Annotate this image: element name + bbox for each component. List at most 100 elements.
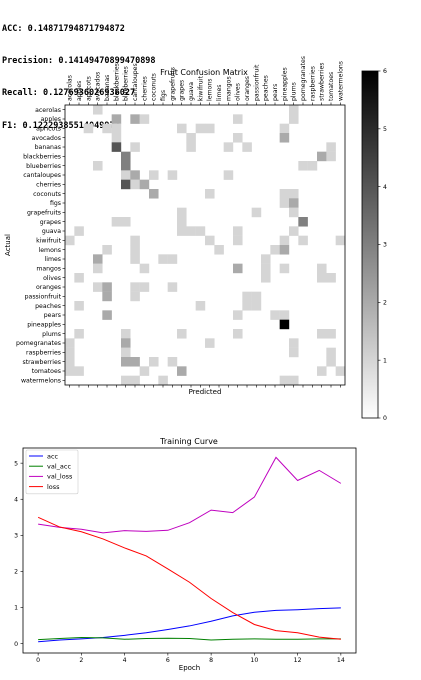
- colorbar-tick-label-2: 2: [383, 300, 387, 307]
- training-curve-frame: [22, 447, 357, 654]
- metric-acc-label: ACC:: [2, 23, 23, 34]
- cm-y-tick-label-pears: pears: [44, 312, 61, 319]
- tc-x-tick-label-4: 4: [123, 657, 127, 664]
- cm-y-tick-label-cherries: cherries: [36, 182, 61, 189]
- cm-y-tick-label-grapefruits: grapefruits: [27, 210, 61, 217]
- cm-cell-14-18: [233, 235, 243, 246]
- cm-cell-4-19: [242, 142, 252, 152]
- cm-y-tick-label-lemons: lemons: [39, 247, 61, 254]
- colorbar-tick-label-5: 5: [383, 126, 387, 133]
- cm-cell-14-23: [279, 235, 290, 246]
- cm-x-tick-label-olives: olives: [235, 83, 242, 101]
- cm-cell-26-28: [326, 347, 336, 358]
- cm-cell-6-6: [121, 161, 131, 171]
- cm-cell-20-4: [102, 291, 112, 302]
- cm-cell-17-27: [317, 263, 327, 274]
- tc-y-tick-label-0: 0: [14, 641, 18, 648]
- cm-y-tick-label-coconuts: coconuts: [33, 191, 61, 198]
- confusion-matrix-x-ticks: acerolas apples apricots avocados bananas bla…: [67, 56, 344, 388]
- cm-cell-3-18: [233, 133, 243, 143]
- cm-cell-28-0: [65, 366, 75, 376]
- cm-x-tick-label-kiwifruit: kiwifruit: [197, 76, 204, 101]
- cm-cell-12-12: [177, 217, 187, 227]
- series-line-val-acc: [38, 636, 341, 641]
- cm-y-tick-label-pineapples: pineapples: [27, 322, 61, 329]
- cm-cell-14-15: [205, 235, 215, 246]
- cm-cell-3-13: [186, 133, 196, 143]
- cm-x-tick-label-lemons: lemons: [207, 79, 214, 101]
- tc-y-tick-label-1: 1: [14, 605, 18, 612]
- cm-cell-4-7: [130, 142, 140, 152]
- cm-cell-24-27: [317, 329, 327, 339]
- cm-x-tick-label-passionfruit: passionfruit: [253, 64, 260, 101]
- cm-cell-27-0: [65, 357, 75, 367]
- cm-cell-5-6: [121, 151, 131, 162]
- cm-y-tick-label-peaches: peaches: [35, 303, 61, 310]
- tc-x-tick-label-14: 14: [337, 657, 345, 664]
- cm-x-tick-label-raspberries: raspberries: [309, 66, 316, 101]
- cm-cell-17-21: [261, 263, 271, 274]
- cm-cell-18-27: [317, 273, 327, 283]
- cm-cell-4-5: [111, 142, 122, 152]
- cm-cell-13-13: [186, 226, 196, 236]
- cm-cell-3-23: [279, 133, 290, 143]
- cm-y-tick-label-grapes: grapes: [40, 219, 61, 226]
- cm-cell-6-25: [298, 161, 308, 171]
- cm-cell-15-7: [130, 245, 140, 255]
- cm-y-tick-label-apricots: apricots: [36, 126, 61, 133]
- cm-y-tick-label-avocados: avocados: [32, 135, 61, 142]
- cm-x-tick-label-strawberries: strawberries: [319, 62, 326, 101]
- cm-y-tick-label-strawberries: strawberries: [22, 359, 61, 366]
- cm-cell-28-1: [74, 366, 84, 376]
- cm-cell-28-8: [139, 366, 150, 376]
- confusion-matrix-title: Fruit Confusion Matrix: [160, 68, 248, 77]
- metric-f1-value: 0.12229385514049977: [22, 120, 120, 131]
- confusion-matrix-frame: [64, 104, 346, 386]
- cm-cell-20-20: [251, 291, 262, 302]
- cm-y-tick-label-kiwifruit: kiwifruit: [36, 238, 61, 245]
- cm-cell-24-1: [74, 329, 84, 339]
- cm-y-tick-label-oranges: oranges: [36, 284, 61, 291]
- cm-x-tick-label-cherries: cherries: [141, 76, 148, 101]
- confusion-matrix-chart: Fruit Confusion Matrix acerolas apples apr…: [4, 56, 387, 422]
- confusion-matrix-y-axis-label: Actual: [4, 234, 12, 256]
- colorbar-tick-label-3: 3: [383, 242, 387, 249]
- cm-x-tick-label-apples: apples: [76, 81, 83, 101]
- cm-cell-2-2: [83, 123, 94, 134]
- cm-cell-24-6: [121, 329, 131, 339]
- cm-y-tick-label-figs: figs: [50, 200, 61, 207]
- cm-cell-4-17: [223, 142, 234, 152]
- cm-cell-17-3: [93, 263, 103, 274]
- cm-x-tick-label-limes: limes: [216, 85, 223, 102]
- cm-cell-25-24: [289, 338, 299, 348]
- cm-y-tick-label-watermelons: watermelons: [21, 378, 61, 385]
- legend-box: [25, 449, 79, 495]
- cm-cell-29-24: [289, 375, 299, 386]
- cm-y-tick-label-pomegranates: pomegranates: [16, 340, 61, 347]
- cm-y-tick-label-cantaloupes: cantaloupes: [23, 172, 61, 179]
- cm-cell-16-21: [261, 254, 271, 264]
- confusion-matrix-cells: [65, 105, 346, 386]
- cm-cell-7-7: [130, 170, 140, 180]
- cm-cell-16-10: [158, 254, 168, 264]
- cm-cell-28-12: [177, 366, 187, 376]
- metric-precision-value: 0.14149470899470898: [58, 55, 156, 66]
- cm-x-tick-label-pomegranates: pomegranates: [300, 56, 307, 101]
- cm-cell-7-11: [167, 170, 178, 180]
- colorbar-tick-label-0: 0: [383, 415, 387, 422]
- cm-cell-14-0: [65, 235, 75, 246]
- cm-cell-29-6: [121, 375, 131, 386]
- cm-cell-22-4: [102, 310, 112, 320]
- cm-cell-21-1: [74, 301, 84, 311]
- cm-cell-21-20: [251, 301, 262, 311]
- cm-cell-27-7: [130, 357, 140, 367]
- cm-cell-23-23: [279, 319, 290, 330]
- cm-y-tick-label-plums: plums: [42, 331, 61, 338]
- cm-y-tick-label-bananas: bananas: [35, 144, 61, 151]
- cm-x-tick-label-blueberries: blueberries: [123, 66, 130, 101]
- cm-x-tick-label-peaches: peaches: [263, 75, 270, 101]
- cm-y-tick-label-apples: apples: [41, 116, 61, 123]
- cm-cell-10-23: [279, 198, 290, 208]
- cm-cell-27-6: [121, 357, 131, 367]
- cm-cell-14-29: [335, 235, 346, 246]
